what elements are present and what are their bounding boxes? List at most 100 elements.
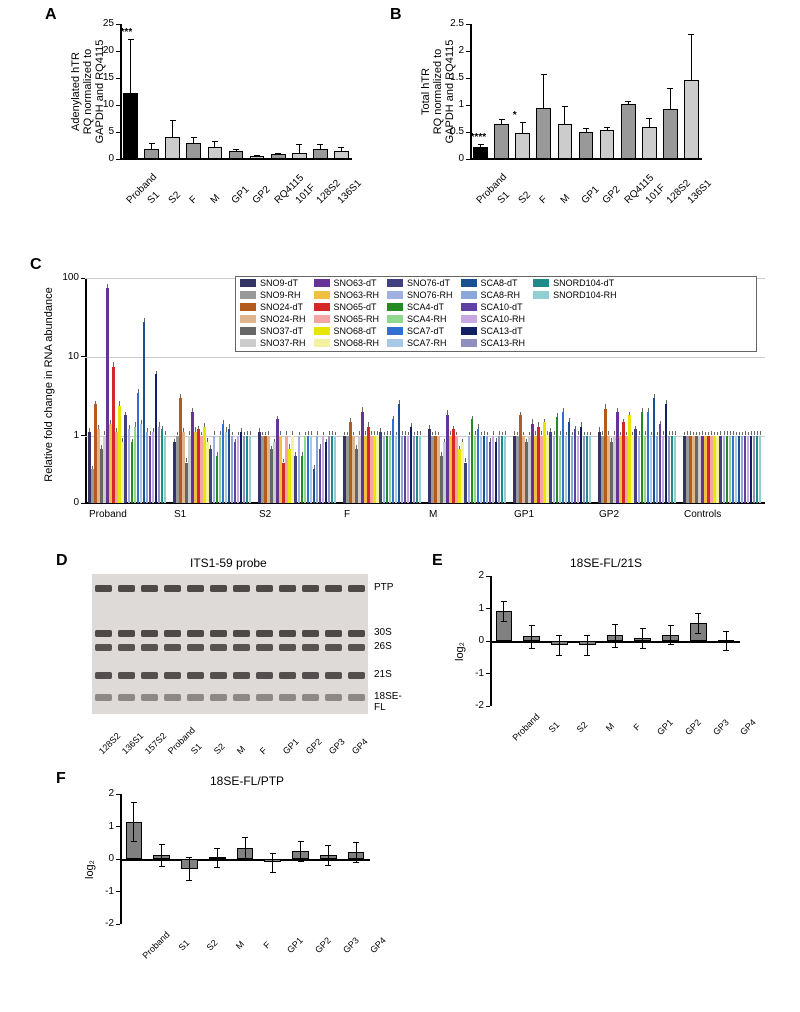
legend-label: SNO9-RH <box>260 290 301 300</box>
legend-item: SNO9-RH <box>240 290 306 300</box>
blot-band <box>118 630 136 637</box>
panel-label-B: B <box>390 6 402 24</box>
blot-band <box>279 672 297 679</box>
figure: A B C D E F 0510152025Adenylated hTR RQ … <box>0 0 800 1012</box>
blot-band <box>325 644 343 651</box>
blot-band <box>302 694 320 701</box>
blot-band <box>118 644 136 651</box>
legend-label: SNO68-RH <box>334 338 380 348</box>
legend-label: SCA8-RH <box>481 290 521 300</box>
blot-band <box>164 644 182 651</box>
bar-Proband <box>473 147 488 159</box>
legend-item: SCA4-RH <box>387 314 453 324</box>
legend-item: SCA10-RH <box>461 314 526 324</box>
legend-item: SNORD104-RH <box>533 290 617 300</box>
bar-M <box>208 147 223 159</box>
c-bar <box>249 436 252 504</box>
blot-band <box>210 585 228 592</box>
legend-label: SNO68-dT <box>334 326 377 336</box>
blot-band <box>325 585 343 592</box>
legend-item: SNO24-dT <box>240 302 306 312</box>
blot-band <box>348 694 366 701</box>
bar-S2 <box>515 133 530 159</box>
bar-101F <box>292 153 307 159</box>
blot-band <box>164 672 182 679</box>
legend-item: SCA4-dT <box>387 302 453 312</box>
blot-band <box>164 585 182 592</box>
blot-band <box>210 672 228 679</box>
blot-band <box>325 672 343 679</box>
blot-band <box>279 585 297 592</box>
panel-label-C: C <box>30 256 42 274</box>
c-bar <box>419 436 422 504</box>
blot-band <box>302 672 320 679</box>
c-group-label: GP2 <box>599 509 619 520</box>
c-group-label: S2 <box>259 509 271 520</box>
bar-S1 <box>494 124 509 159</box>
legend-item: SCA7-RH <box>387 338 453 348</box>
panel-C-legend: SNO9-dT SNO9-RH SNO24-dT SNO24-RH SNO37-dT SN… <box>235 276 757 352</box>
bar-GP1 <box>579 132 594 159</box>
blot-band <box>279 630 297 637</box>
blot-band <box>210 630 228 637</box>
blot-band <box>233 585 251 592</box>
blot-band <box>141 694 159 701</box>
blot-band <box>256 694 274 701</box>
panel-D-blot: 128S2136S1157S2ProbandS1S2MFGP1GP2GP3GP4… <box>92 574 368 714</box>
blot-band <box>325 694 343 701</box>
c-bar <box>674 436 677 504</box>
panel-label-F: F <box>56 770 66 788</box>
panel-label-E: E <box>432 552 443 570</box>
legend-item: SCA7-dT <box>387 326 453 336</box>
blot-band <box>95 585 113 592</box>
legend-label: SCA10-dT <box>481 302 523 312</box>
blot-band <box>233 630 251 637</box>
bar-RQ4115 <box>621 104 636 159</box>
legend-label: SCA8-dT <box>481 278 518 288</box>
legend-label: SCA10-RH <box>481 314 526 324</box>
legend-item: SNO63-dT <box>314 278 380 288</box>
c-group-label: M <box>429 509 437 520</box>
c-group-label: Proband <box>89 509 127 520</box>
c-bar <box>589 436 592 504</box>
legend-item: SNO63-RH <box>314 290 380 300</box>
blot-band <box>256 644 274 651</box>
legend-item: SCA8-dT <box>461 278 526 288</box>
blot-band <box>233 694 251 701</box>
bar-F <box>536 108 551 159</box>
blot-band <box>141 630 159 637</box>
legend-label: SCA4-RH <box>407 314 447 324</box>
panel-F-chart: -2-1012log₂ProbandS1S2MFGP1GP2GP3GP4 <box>120 794 370 924</box>
blot-band <box>256 672 274 679</box>
blot-band <box>118 585 136 592</box>
bar-136S1 <box>334 151 349 159</box>
legend-item: SNO65-dT <box>314 302 380 312</box>
legend-item: SNO9-dT <box>240 278 306 288</box>
legend-item: SNO24-RH <box>240 314 306 324</box>
c-bar <box>334 436 337 504</box>
panel-E-chart: -2-1012log₂ProbandS1S2MFGP1GP2GP3GP4 <box>490 576 740 706</box>
blot-band <box>256 585 274 592</box>
c-bar <box>504 436 507 504</box>
c-group-label: S1 <box>174 509 186 520</box>
blot-band-label: 30S <box>374 627 392 638</box>
c-bar <box>759 436 762 504</box>
legend-item: SCA10-dT <box>461 302 526 312</box>
legend-item: SCA13-dT <box>461 326 526 336</box>
blot-band <box>95 644 113 651</box>
blot-band <box>95 630 113 637</box>
blot-band <box>187 672 205 679</box>
legend-label: SNO65-RH <box>334 314 380 324</box>
panel-A-chart: 0510152025Adenylated hTR RQ normalized t… <box>120 24 352 159</box>
blot-band <box>164 694 182 701</box>
legend-label: SNO76-RH <box>407 290 453 300</box>
c-group-label: GP1 <box>514 509 534 520</box>
blot-band <box>348 644 366 651</box>
legend-label: SNO37-RH <box>260 338 306 348</box>
legend-label: SNO37-dT <box>260 326 303 336</box>
blot-band <box>279 644 297 651</box>
legend-item: SNO76-RH <box>387 290 453 300</box>
bar-128S2 <box>663 109 678 159</box>
panel-F-title: 18SE-FL/PTP <box>210 774 284 788</box>
legend-label: SNORD104-dT <box>553 278 614 288</box>
